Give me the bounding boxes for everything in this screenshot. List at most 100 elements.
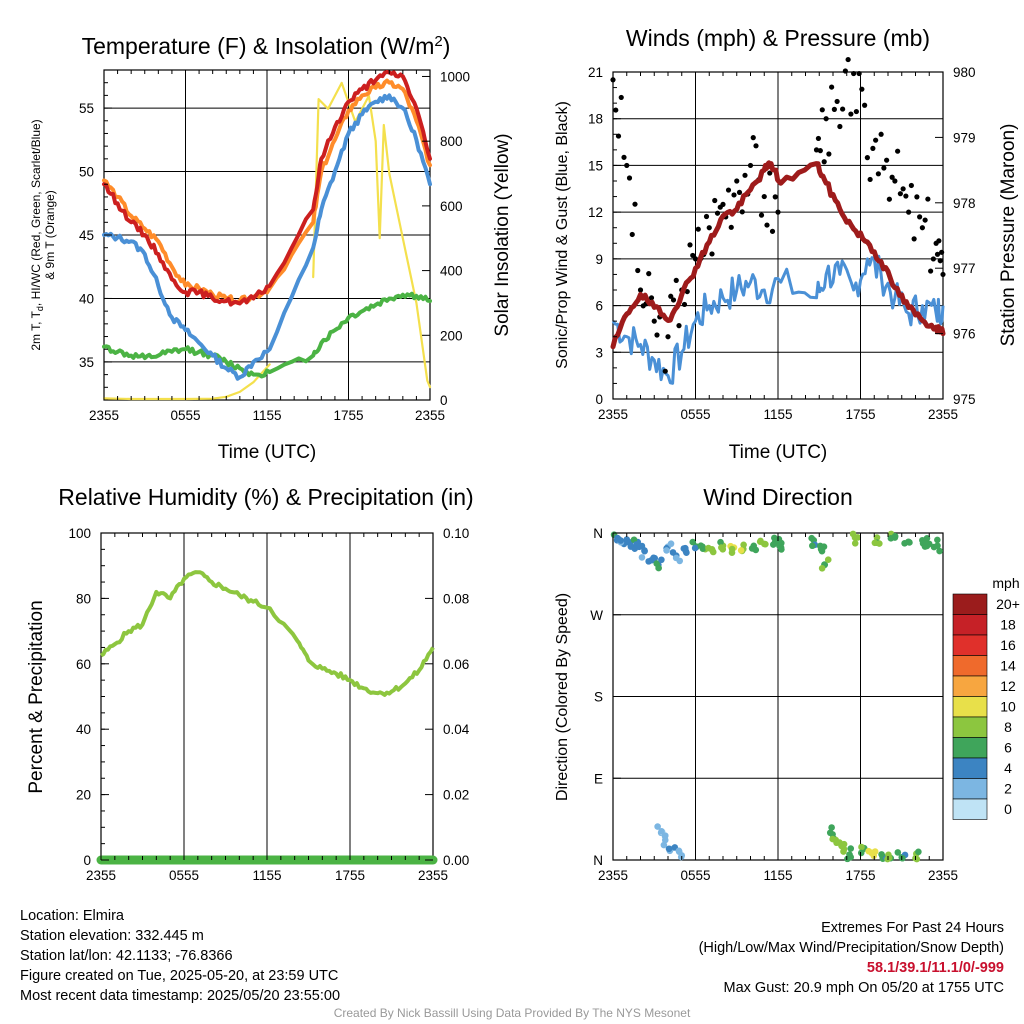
rh-panel: Relative Humidity (%) & Precipitation (i… [26, 484, 474, 883]
direction-point [669, 549, 677, 556]
direction-point [705, 544, 712, 552]
direction-point [665, 845, 673, 853]
x-tick-label: 2355 [598, 868, 628, 883]
direction-point [891, 532, 899, 540]
gust-point [637, 287, 644, 293]
x-tick-label: 0555 [680, 407, 710, 422]
direction-point [885, 851, 892, 859]
direction-point [818, 564, 826, 572]
y-tick-label: 100 [68, 526, 91, 541]
colorbar-swatch [952, 696, 988, 718]
dir-grid [613, 533, 943, 860]
rh-axes: 2355 0555 1155 1755 23550204060801000.000.02… [68, 526, 469, 883]
y-tick-label: 0.06 [443, 657, 469, 672]
y-tick-label: 0.04 [443, 722, 470, 737]
gust-point [815, 135, 822, 142]
y-tick-label: 0 [595, 392, 603, 407]
direction-point [854, 534, 862, 541]
direction-point [680, 545, 688, 552]
direction-point [677, 853, 685, 861]
x-tick-label: 1155 [252, 868, 281, 883]
gust-point [665, 334, 671, 340]
y-tick-label: 800 [440, 134, 463, 149]
gust-point [826, 151, 832, 157]
direction-point [667, 540, 675, 548]
direction-point [906, 539, 913, 546]
wind-ylabel: Sonic/Prop Wind & Gust (Blue, Black) [554, 101, 571, 369]
gust-point [867, 176, 873, 183]
y-tick-label: 9 [595, 252, 603, 267]
gust-point [878, 131, 884, 137]
x-tick-label: 2355 [415, 408, 445, 423]
y-tick-label: 0 [440, 393, 448, 408]
gust-point [635, 267, 641, 274]
gust-point [632, 201, 638, 207]
gust-point [758, 212, 765, 218]
x-tick-label: 0555 [680, 868, 710, 883]
direction-point [817, 545, 825, 553]
credit-text: Created By Nick Bassill Using Data Provi… [333, 1006, 691, 1020]
direction-point [865, 847, 872, 855]
wind-y2label: Station Pressure (Maroon) [998, 124, 1019, 347]
gust-point [734, 178, 740, 184]
gust-point [889, 174, 895, 180]
gust-point [629, 231, 635, 238]
colorbar-swatch [952, 593, 988, 615]
y-tick-label: W [590, 608, 603, 623]
direction-point [847, 845, 855, 852]
y-tick-label: 200 [440, 328, 463, 343]
gust-point [881, 165, 887, 171]
gust-point [853, 108, 859, 115]
y-tick-label: S [594, 690, 603, 705]
direction-point [660, 841, 668, 849]
y-tick-label: 35 [79, 355, 94, 370]
created-text: Figure created on Tue, 2025-05-20, at 23… [20, 968, 339, 984]
y-tick-label: 600 [440, 199, 463, 214]
direction-point [654, 823, 661, 830]
gust-point [897, 191, 903, 197]
elevation-text: Station elevation: 332.445 m [20, 928, 204, 944]
direction-point [691, 544, 699, 552]
dir-panel-title: Wind Direction [703, 484, 853, 510]
gust-point [862, 102, 868, 108]
direction-point [828, 824, 835, 831]
speed-colorbar: 20+ 18 16 14 12 10 8 6 4 2 0 [952, 593, 1020, 820]
rh-ylabel: Percent & Precipitation [26, 600, 47, 793]
y-tick-label: 0.02 [443, 788, 469, 803]
colorbar-label: 20+ [996, 596, 1020, 612]
y-tick-label: N [593, 526, 603, 541]
direction-point [840, 848, 847, 855]
direction-point [653, 560, 661, 567]
colorbar-label: 16 [1000, 637, 1016, 653]
gust-point [725, 187, 732, 193]
gust-point [936, 238, 942, 244]
colorbar-label: 2 [1004, 781, 1012, 797]
gust-point [922, 217, 928, 223]
direction-point [717, 538, 724, 546]
x-tick-label: 1155 [763, 868, 792, 883]
y-tick-label: 12 [588, 205, 603, 220]
x-tick-label: 1155 [763, 407, 792, 422]
gust-point [903, 193, 909, 199]
colorbar-swatch [952, 757, 988, 779]
gust-point [648, 295, 655, 301]
y-tick-label: 55 [79, 101, 94, 116]
direction-point [638, 542, 646, 550]
direction-point [709, 548, 717, 556]
x-tick-label: 2355 [928, 407, 958, 422]
gust-point [668, 293, 674, 299]
x-tick-label: 2355 [86, 868, 116, 883]
direction-point [778, 546, 785, 553]
series-blue [102, 93, 432, 381]
colorbar-title: mph [992, 575, 1019, 591]
direction-point [847, 853, 855, 861]
gust-point [937, 258, 943, 264]
direction-point [756, 538, 764, 545]
direction-point [870, 852, 878, 860]
extremes-desc: (High/Low/Max Wind/Precipitation/Snow De… [698, 940, 1004, 956]
max-gust-text: Max Gust: 20.9 mph On 05/20 at 1755 UTC [723, 980, 1004, 996]
extremes-title: Extremes For Past 24 Hours [821, 920, 1004, 936]
gust-point [613, 107, 619, 113]
gust-point [676, 323, 682, 329]
gust-point [817, 148, 823, 154]
